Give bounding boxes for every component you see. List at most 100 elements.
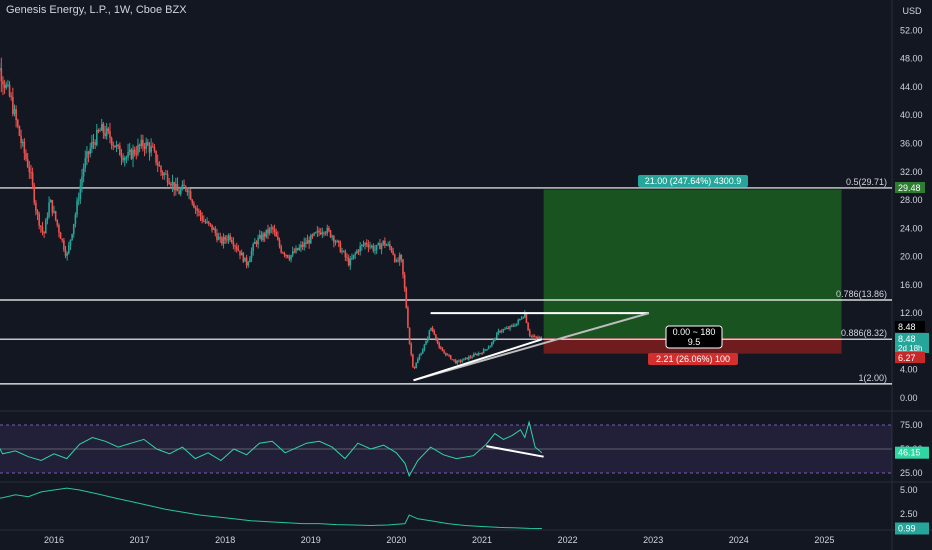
price-candle <box>443 351 445 353</box>
price-candle <box>270 227 273 229</box>
rsi-tick-label: 75.00 <box>900 420 923 430</box>
price-candle <box>352 254 355 259</box>
price-candle <box>278 239 281 247</box>
price-candle <box>107 128 110 131</box>
time-tick-label: 2022 <box>558 535 578 545</box>
price-candle <box>448 354 450 356</box>
price-candle <box>497 330 500 334</box>
price-candle <box>504 328 506 330</box>
price-candle <box>20 135 22 143</box>
price-candle <box>436 339 439 344</box>
price-candle <box>502 329 505 331</box>
price-candle <box>219 237 222 239</box>
price-candle <box>377 243 380 245</box>
price-candle <box>130 149 133 159</box>
price-candle <box>474 354 477 356</box>
price-candle <box>222 237 225 244</box>
position-info-box <box>665 325 723 349</box>
level-price-tag-bg <box>895 321 925 332</box>
price-candle <box>76 200 78 215</box>
price-candle <box>171 181 174 186</box>
price-candle <box>135 153 138 155</box>
price-candle <box>165 173 167 175</box>
price-candle <box>239 250 241 256</box>
price-candle <box>260 234 263 240</box>
price-candle <box>186 189 189 193</box>
price-candle <box>472 354 475 357</box>
price-candle <box>428 330 431 339</box>
price-candle <box>328 227 330 231</box>
level-price-tag: 8.48 <box>898 322 916 332</box>
price-candle <box>40 225 42 227</box>
price-candle <box>181 184 184 190</box>
price-candle <box>402 259 404 275</box>
price-candle <box>44 219 47 234</box>
price-candle <box>390 247 393 251</box>
price-candle <box>341 251 343 253</box>
price-candle <box>189 191 192 200</box>
price-candle <box>115 144 118 148</box>
osc-value-tag: 0.99 <box>898 523 916 533</box>
price-candle <box>204 221 207 223</box>
price-tick-label: 48.00 <box>900 54 923 64</box>
support-trendline <box>413 338 543 382</box>
price-candle <box>487 347 490 350</box>
price-candle <box>339 242 342 253</box>
price-candle <box>364 243 366 245</box>
price-candle <box>132 149 134 159</box>
price-candle <box>148 145 151 153</box>
price-candle <box>438 343 440 348</box>
price-candle <box>0 68 3 82</box>
price-candle <box>61 238 64 241</box>
price-candle <box>492 339 495 343</box>
price-candle <box>2 81 4 85</box>
price-candle <box>216 233 218 240</box>
time-tick-label: 2025 <box>814 535 834 545</box>
price-candle <box>337 240 340 243</box>
chart-title: Genesis Energy, L.P., 1W, Cboe BZX <box>6 4 187 16</box>
price-candle <box>403 274 406 289</box>
price-candle <box>530 335 533 337</box>
price-candle <box>267 229 269 234</box>
price-candle <box>369 246 371 248</box>
price-candle <box>150 146 152 153</box>
price-candle <box>440 347 442 350</box>
price-candle <box>114 145 116 148</box>
price-candle <box>38 214 40 226</box>
price-candle <box>87 151 90 155</box>
price-candle <box>293 251 296 253</box>
price-candle <box>28 167 31 172</box>
price-candle <box>209 223 212 225</box>
price-candle <box>160 166 162 173</box>
price-tick-label: 32.00 <box>900 167 923 177</box>
price-candle <box>463 358 465 361</box>
time-tick-label: 2021 <box>472 535 492 545</box>
price-candle <box>176 183 179 192</box>
price-candle <box>198 210 200 212</box>
price-candle <box>507 328 510 330</box>
price-candle <box>272 227 274 230</box>
price-candle <box>476 354 478 356</box>
position-info-line1: 0.00 ~ 180 <box>673 327 716 337</box>
price-candle <box>519 318 521 321</box>
price-candle <box>308 240 310 244</box>
price-candle <box>166 174 169 183</box>
price-candle <box>18 126 21 136</box>
price-candle <box>58 225 60 233</box>
price-candle <box>175 183 177 190</box>
price-candle <box>252 243 254 251</box>
bar-countdown: 2d 18h <box>898 344 922 353</box>
price-candle <box>127 151 129 158</box>
price-candle <box>400 254 403 260</box>
price-candle <box>367 244 370 248</box>
price-candle <box>379 243 381 250</box>
price-candle <box>527 322 529 331</box>
price-tick-label: 16.00 <box>900 280 923 290</box>
price-candle <box>268 228 271 234</box>
price-candle <box>375 244 378 250</box>
price-candle <box>374 249 376 251</box>
price-candle <box>199 211 202 217</box>
price-candle <box>140 139 143 146</box>
price-candle <box>446 354 449 356</box>
